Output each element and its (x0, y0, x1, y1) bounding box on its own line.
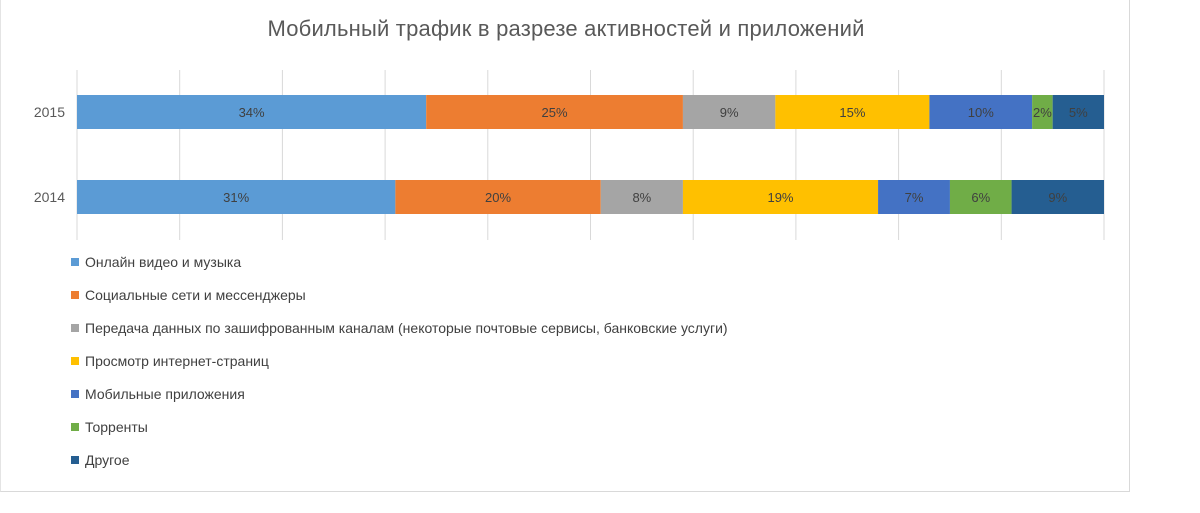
bar-segment (682, 180, 879, 214)
legend-item: Онлайн видео и музыка (71, 245, 728, 278)
bar-segment (929, 95, 1033, 129)
bar-segment (1032, 95, 1053, 129)
data-label: 34% (239, 105, 265, 120)
plot-area: 2015 34% 25% 9% 15% 10% 2% 5% 2014 31% 20% 8% 19% 7% 6… (34, 70, 1105, 240)
bar-segment (600, 180, 683, 214)
category-label-2015: 2015 (34, 104, 65, 120)
data-label: 6% (971, 190, 990, 205)
legend-label: Просмотр интернет-страниц (85, 352, 269, 369)
chart-frame: Мобильный трафик в разрезе активностей и… (0, 0, 1130, 492)
bar-segment (77, 180, 396, 214)
legend-item: Другое (71, 443, 728, 476)
bar-segment (878, 180, 950, 214)
bar-segment (77, 95, 427, 129)
legend-item: Торренты (71, 410, 728, 443)
legend-label: Другое (85, 451, 130, 468)
legend-label: Передача данных по зашифрованным каналам… (85, 319, 728, 336)
data-label: 8% (632, 190, 651, 205)
bar-segment (1052, 95, 1104, 129)
data-label: 15% (839, 105, 865, 120)
legend-swatch (71, 422, 79, 431)
data-label: 20% (485, 190, 511, 205)
bar-segment (1011, 180, 1104, 214)
bar-segment (949, 180, 1012, 214)
legend-item: Передача данных по зашифрованным каналам… (71, 311, 728, 344)
legend-item: Социальные сети и мессенджеры (71, 278, 728, 311)
legend: Онлайн видео и музыка Социальные сети и м… (71, 245, 728, 476)
legend-swatch (71, 389, 79, 398)
category-label-2014: 2014 (34, 189, 65, 205)
chart-title: Мобильный трафик в разрезе активностей и… (267, 16, 865, 41)
bar-segment (682, 95, 776, 129)
legend-swatch (71, 455, 79, 464)
legend-item: Мобильные приложения (71, 377, 728, 410)
data-label: 9% (1048, 190, 1067, 205)
legend-label: Торренты (85, 418, 148, 435)
data-label: 25% (542, 105, 568, 120)
data-label: 19% (767, 190, 793, 205)
data-label: 5% (1069, 105, 1088, 120)
legend-label: Социальные сети и мессенджеры (85, 286, 306, 303)
data-label: 9% (720, 105, 739, 120)
bar-segment (426, 95, 683, 129)
data-label: 7% (905, 190, 924, 205)
legend-swatch (71, 257, 79, 266)
legend-item: Просмотр интернет-страниц (71, 344, 728, 377)
data-label: 31% (223, 190, 249, 205)
data-label: 2% (1033, 105, 1052, 120)
bar-segment (775, 95, 930, 129)
legend-label: Онлайн видео и музыка (85, 253, 242, 270)
legend-swatch (71, 290, 79, 299)
legend-swatch (71, 356, 79, 365)
legend-swatch (71, 323, 79, 332)
legend-label: Мобильные приложения (85, 385, 245, 402)
bar-segment (395, 180, 601, 214)
data-label: 10% (968, 105, 994, 120)
